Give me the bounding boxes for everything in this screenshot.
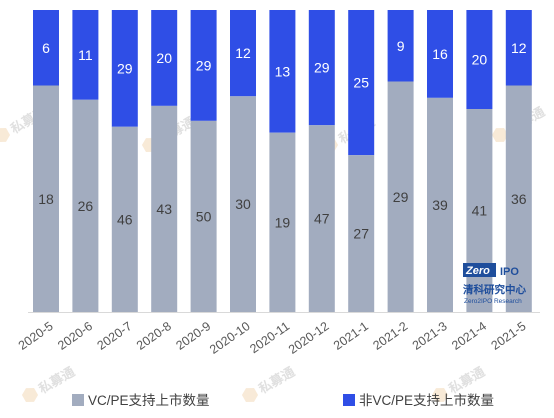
data-label-vcpe: 46 bbox=[117, 211, 133, 227]
data-label-non-vcpe: 6 bbox=[42, 40, 50, 56]
x-tick-label: 2020-5 bbox=[16, 319, 56, 353]
logo-zero-text: Zero bbox=[465, 265, 490, 277]
bar-segment-non-vcpe bbox=[72, 10, 99, 100]
watermark-text: 私募通 bbox=[36, 364, 77, 396]
bar-segment-non-vcpe bbox=[387, 10, 414, 82]
data-label-vcpe: 50 bbox=[196, 208, 212, 224]
data-label-vcpe: 30 bbox=[235, 196, 251, 212]
legend-label-non-vcpe: 非VC/PE支持上市数量 bbox=[359, 392, 494, 408]
bar-segment-non-vcpe bbox=[348, 10, 375, 156]
bar-segment-vcpe bbox=[72, 99, 99, 312]
logo-cn-text: 清科研究中心 bbox=[463, 283, 526, 296]
bar-segment-non-vcpe bbox=[269, 10, 296, 133]
data-label-non-vcpe: 16 bbox=[432, 46, 448, 62]
bar-segment-non-vcpe bbox=[427, 10, 453, 98]
data-label-non-vcpe: 25 bbox=[353, 75, 369, 91]
data-label-non-vcpe: 13 bbox=[275, 63, 291, 79]
watermark-text: 私募通 bbox=[256, 364, 297, 396]
x-tick-label: 2020-11 bbox=[247, 319, 292, 356]
data-label-vcpe: 26 bbox=[78, 198, 94, 214]
x-tick-label: 2021-2 bbox=[370, 319, 410, 353]
bars-layer: 6 18 11 26 29 46 20 43 29 50 12 30 13 19 29 47 25 27 9 29 16… bbox=[33, 10, 532, 313]
bar-segment-vcpe bbox=[505, 85, 532, 312]
data-label-non-vcpe: 12 bbox=[235, 45, 251, 61]
data-label-non-vcpe: 29 bbox=[314, 60, 330, 76]
legend-label-vcpe: VC/PE支持上市数量 bbox=[88, 392, 210, 408]
bar-segment-non-vcpe bbox=[33, 10, 59, 86]
data-label-non-vcpe: 12 bbox=[511, 40, 527, 56]
x-tick-label: 2020-12 bbox=[286, 319, 332, 357]
x-tick-label: 2020-10 bbox=[207, 319, 253, 357]
data-label-vcpe: 43 bbox=[156, 201, 172, 217]
data-label-non-vcpe: 29 bbox=[117, 60, 133, 76]
data-label-non-vcpe: 20 bbox=[156, 50, 172, 66]
bar-segment-non-vcpe bbox=[190, 10, 217, 121]
x-tick-label: 2021-1 bbox=[331, 319, 371, 353]
watermark-text: 私募通 bbox=[446, 364, 487, 396]
data-label-non-vcpe: 9 bbox=[397, 38, 405, 54]
x-tick-label: 2021-4 bbox=[449, 319, 489, 353]
data-label-vcpe: 47 bbox=[314, 211, 330, 227]
hexagon-logo-icon bbox=[491, 128, 509, 142]
zero2ipo-logo: Zero IPO 清科研究中心 Zero2IPO Research bbox=[463, 263, 526, 305]
bar-segment-vcpe bbox=[230, 96, 256, 313]
data-label-vcpe: 27 bbox=[353, 226, 369, 242]
bar-segment-non-vcpe bbox=[230, 10, 256, 97]
x-tick-label: 2020-6 bbox=[55, 319, 95, 353]
data-label-vcpe: 29 bbox=[393, 189, 409, 205]
logo-en-text: Zero2IPO Research bbox=[464, 298, 522, 305]
bar-segment-vcpe bbox=[387, 81, 414, 313]
bar-segment-vcpe bbox=[427, 97, 453, 312]
x-tick-label: 2020-7 bbox=[95, 319, 135, 353]
bar-segment-non-vcpe bbox=[466, 10, 493, 110]
bar-segment-vcpe bbox=[151, 105, 178, 312]
bar-segment-vcpe bbox=[348, 155, 375, 312]
bar-segment-vcpe bbox=[308, 125, 335, 312]
hexagon-logo-icon bbox=[241, 388, 259, 402]
hexagon-logo-icon bbox=[0, 128, 11, 142]
hexagon-logo-icon bbox=[431, 388, 449, 402]
bar-segment-non-vcpe bbox=[505, 10, 532, 86]
hexagon-logo-icon bbox=[21, 388, 39, 402]
bar-segment-vcpe bbox=[111, 126, 138, 312]
legend: VC/PE支持上市数量 非VC/PE支持上市数量 bbox=[72, 392, 494, 408]
x-tick-label: 2020-8 bbox=[134, 319, 174, 353]
x-tick-label: 2021-5 bbox=[489, 319, 529, 353]
bar-segment-vcpe bbox=[190, 120, 217, 313]
bar-segment-non-vcpe bbox=[151, 10, 178, 106]
data-label-non-vcpe: 20 bbox=[472, 52, 488, 68]
bar-segment-non-vcpe bbox=[111, 10, 138, 127]
bar-segment-vcpe bbox=[466, 109, 493, 313]
data-label-non-vcpe: 11 bbox=[78, 47, 93, 63]
logo-badge bbox=[463, 263, 496, 277]
data-label-vcpe: 19 bbox=[275, 214, 291, 230]
data-label-vcpe: 39 bbox=[432, 197, 448, 213]
x-tick-label: 2021-3 bbox=[410, 319, 450, 353]
logo-ipo-text: IPO bbox=[500, 266, 519, 278]
data-label-vcpe: 41 bbox=[472, 203, 488, 219]
data-label-vcpe: 36 bbox=[511, 191, 527, 207]
watermark: 私募通 bbox=[21, 364, 77, 402]
legend-swatch-non-vcpe bbox=[343, 394, 355, 406]
bar-segment-non-vcpe bbox=[308, 10, 335, 126]
watermark: 私募通 bbox=[241, 364, 297, 402]
bar-segment-vcpe bbox=[33, 85, 59, 312]
x-tick-labels: 2020-5 2020-6 2020-7 2020-8 2020-92020-10202… bbox=[16, 319, 529, 357]
x-tick-label: 2020-9 bbox=[173, 319, 213, 353]
data-label-non-vcpe: 29 bbox=[196, 57, 212, 73]
data-label-vcpe: 18 bbox=[38, 191, 54, 207]
legend-swatch-vcpe bbox=[72, 394, 84, 406]
bar-segment-vcpe bbox=[269, 132, 296, 312]
